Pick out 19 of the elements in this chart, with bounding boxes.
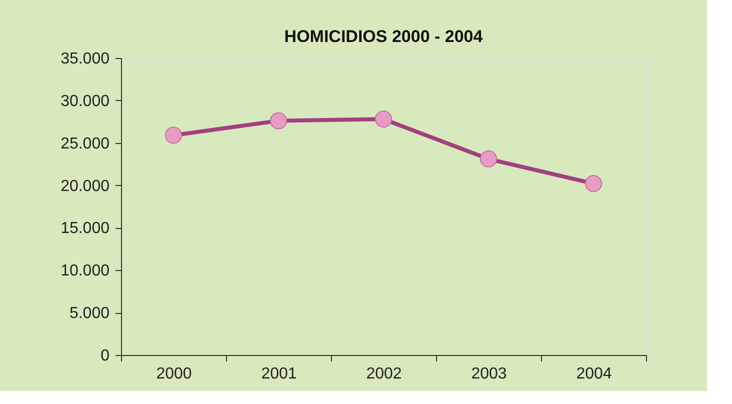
x-tick-label: 2003 xyxy=(471,366,507,382)
x-tick-label: 2004 xyxy=(576,366,612,382)
y-tick-label: 25.000 xyxy=(60,135,110,152)
y-tick-label: 15.000 xyxy=(60,220,110,238)
point xyxy=(270,112,288,130)
point xyxy=(584,175,602,192)
y-tick-label: 10.000 xyxy=(60,262,110,280)
x-tick-label: 2001 xyxy=(261,366,297,382)
point xyxy=(374,110,392,128)
y-tick-label: 30.000 xyxy=(60,92,110,110)
x-tick-label: 2000 xyxy=(156,366,192,382)
point xyxy=(480,150,498,168)
y-tick-label: 20.000 xyxy=(60,178,110,195)
y-tick-label: 35.000 xyxy=(60,50,110,68)
x-tick-label: 2002 xyxy=(366,366,402,382)
chart-title: HOMICIDIOS 2000 - 2004 xyxy=(284,27,484,46)
y-tick-label: 5.000 xyxy=(69,305,110,322)
point xyxy=(164,126,182,144)
y-tick-label: 0 xyxy=(100,348,110,364)
